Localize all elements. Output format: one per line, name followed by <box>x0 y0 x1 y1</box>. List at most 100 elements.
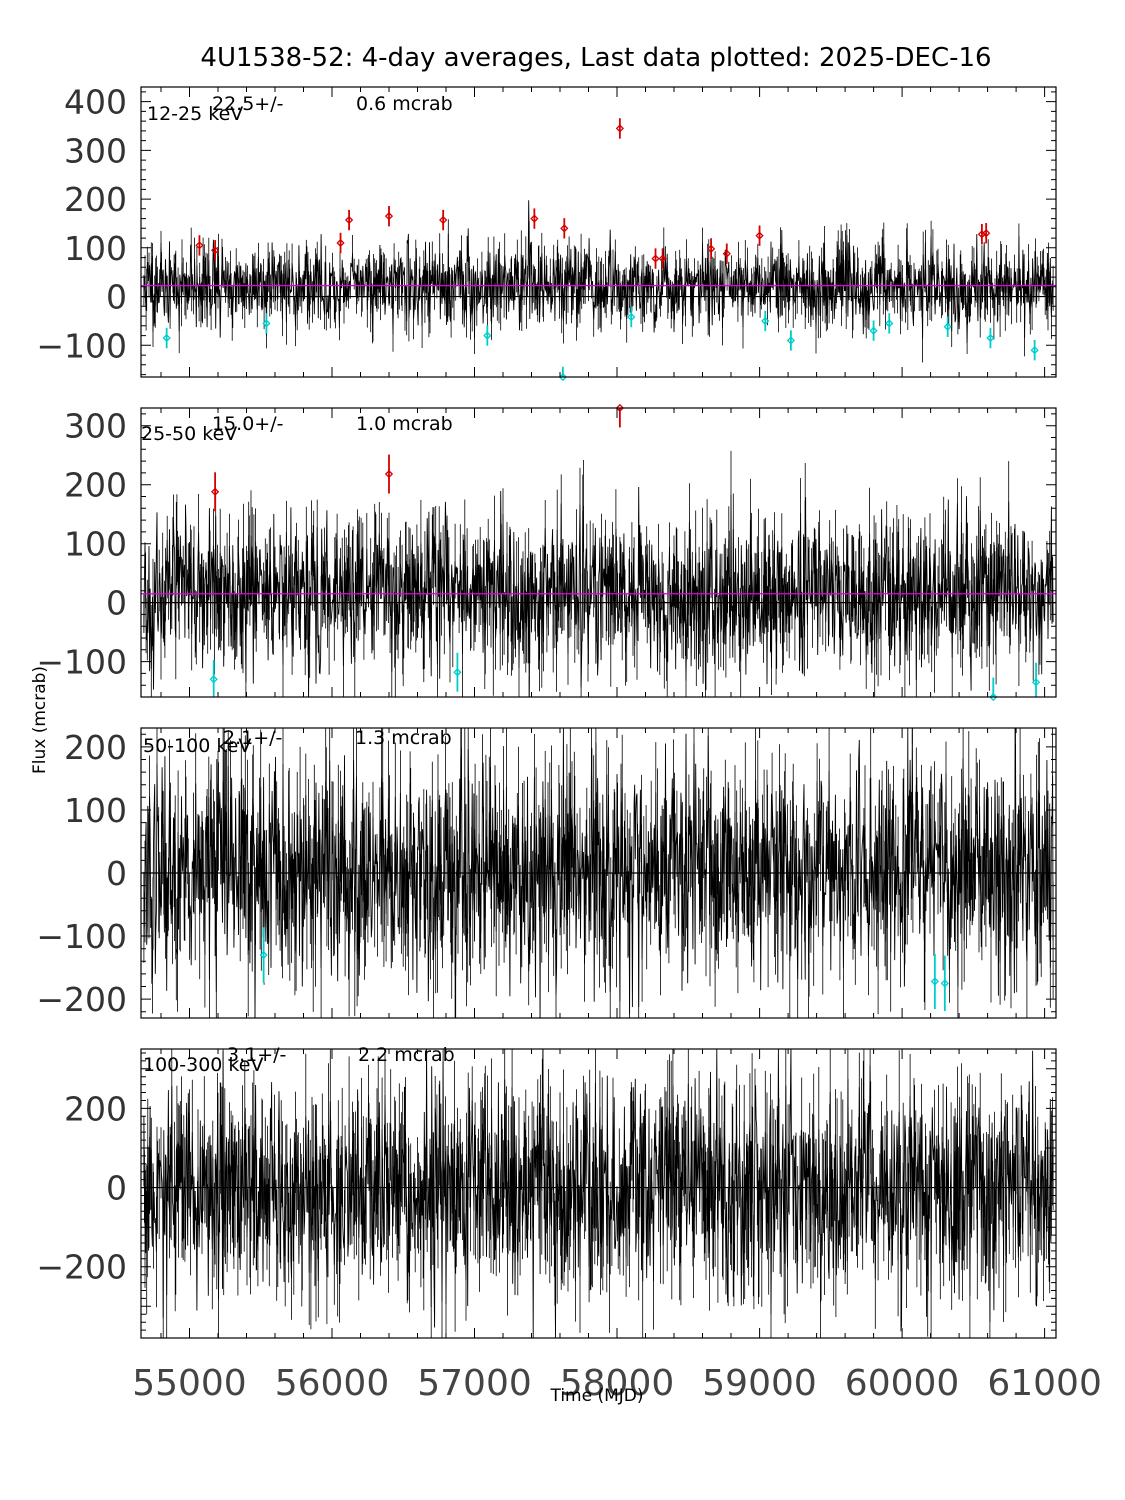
mean-label: 22.5+/- <box>212 93 283 115</box>
high-outlier-point <box>977 230 987 239</box>
band-label: 50-100 keV <box>143 735 251 757</box>
high-outlier-point <box>706 244 716 253</box>
low-outlier-point <box>259 950 268 960</box>
low-outlier-point <box>885 319 894 328</box>
y-tick-label: −200 <box>36 1248 127 1287</box>
error-label: 0.6 mcrab <box>356 93 453 115</box>
low-outlier-point <box>1031 678 1041 687</box>
error-bars <box>143 219 1054 363</box>
x-tick-label: 55000 <box>132 1363 247 1404</box>
band-label: 12-25 keV <box>147 103 243 125</box>
high-outlier-point <box>755 231 764 240</box>
y-tick-label: −100 <box>36 917 127 956</box>
y-tick-label: 200 <box>64 466 127 505</box>
x-tick-label: 57000 <box>417 1363 532 1404</box>
axis-ticks <box>141 408 1056 698</box>
y-tick-label: 400 <box>64 83 127 122</box>
y-tick-labels: 300 200 100 0 −100 <box>36 407 127 682</box>
axis-ticks <box>141 87 1056 377</box>
y-tick-label: −200 <box>36 980 127 1019</box>
x-tick-labels: 55000 56000 57000 58000 59000 60000 61000 <box>132 1363 1102 1404</box>
error-label: 2.2 mcrab <box>358 1044 455 1066</box>
chart-title: 4U1538-52: 4-day averages, Last data plo… <box>200 43 991 73</box>
panel-50-100-kev: 200 100 0 −100 −200 50-100 keV 2.1+/- 1.3 mc… <box>36 727 1057 1019</box>
band-label: 25-50 keV <box>141 423 237 445</box>
panel-border <box>140 86 1057 378</box>
y-tick-label: 100 <box>64 791 127 830</box>
low-outlier-point <box>162 333 171 343</box>
panel-100-300-kev: 200 0 −200 100-300 keV 3.1+/- 2.2 mcrab <box>36 1044 1057 1339</box>
low-outlier-point <box>558 372 567 382</box>
high-outlier-point <box>384 212 394 221</box>
light-curve <box>143 486 1054 698</box>
y-tick-label: 0 <box>106 584 127 623</box>
panel-frame <box>140 727 1057 1019</box>
mean-label: 15.0+/- <box>212 413 283 435</box>
error-bars <box>144 1049 1054 1338</box>
low-outlier-point <box>262 319 271 328</box>
high-outlier-point <box>210 487 220 496</box>
y-tick-label: 200 <box>64 728 127 767</box>
y-tick-labels: 400 300 200 100 0 −100 <box>36 83 127 366</box>
high-outlier-point <box>530 214 539 223</box>
low-outlier-point <box>930 977 939 986</box>
high-outlier-point <box>344 215 354 225</box>
low-outlier-point <box>761 316 770 326</box>
panel-marks <box>143 1048 1054 1339</box>
y-tick-label: 0 <box>106 854 127 893</box>
high-outlier-point <box>384 469 394 479</box>
low-outlier-point <box>627 312 636 322</box>
panel-25-50-kev: 300 200 100 0 −100 25-50 keV 15.0+/- 1.0 mcr… <box>36 403 1057 702</box>
high-outlier-point <box>439 215 448 225</box>
high-outlier-point <box>722 249 731 258</box>
axis-ticks <box>141 728 1056 1018</box>
y-tick-label: 0 <box>106 1169 127 1208</box>
high-outlier-point <box>210 246 220 255</box>
x-tick-label: 58000 <box>560 1363 675 1404</box>
error-bars <box>143 728 1054 1018</box>
y-tick-label: 0 <box>106 278 127 317</box>
y-tick-label: 100 <box>64 229 127 268</box>
error-label: 1.0 mcrab <box>356 413 453 435</box>
low-outlier-point <box>986 333 995 343</box>
low-outlier-point <box>943 322 952 331</box>
low-outlier-point <box>453 668 462 677</box>
mean-label: 2.1+/- <box>223 727 282 749</box>
x-axis-label: Time (MJD) <box>549 1386 643 1406</box>
panel-marks <box>143 403 1054 702</box>
low-outlier-point <box>786 336 796 345</box>
y-tick-labels: 200 100 0 −100 −200 <box>36 728 127 1019</box>
high-outlier-point <box>982 229 991 238</box>
panel-12-25-kev: 400 300 200 100 0 −100 12-25 keV 22.5+/- 0.6 … <box>36 83 1057 382</box>
x-tick-label: 60000 <box>845 1363 960 1404</box>
high-outlier-point <box>651 254 660 263</box>
panel-border <box>140 407 1057 698</box>
high-outlier-point <box>560 224 569 233</box>
low-outlier-point <box>940 979 949 988</box>
low-outlier-point <box>209 675 218 684</box>
y-axis-label: Flux (mcrab) <box>30 666 50 774</box>
high-outlier-point <box>336 238 345 248</box>
x-tick-label: 61000 <box>987 1363 1102 1404</box>
error-bars <box>145 450 1051 697</box>
y-tick-label: 100 <box>64 525 127 564</box>
mean-label: 3.1+/- <box>227 1044 286 1066</box>
y-tick-labels: 200 0 −200 <box>36 1089 127 1286</box>
panel-frame <box>140 1048 1057 1339</box>
panel-frame <box>140 407 1057 698</box>
panel-border <box>140 1048 1057 1339</box>
y-tick-label: −100 <box>36 326 127 365</box>
y-tick-label: 200 <box>64 1089 127 1128</box>
panel-marks <box>143 727 1054 1019</box>
panel-marks <box>143 118 1054 382</box>
high-outlier-point <box>615 124 624 133</box>
high-outlier-point <box>195 241 204 250</box>
panel-frame <box>140 86 1057 378</box>
y-tick-label: 200 <box>64 180 127 219</box>
y-tick-label: −100 <box>36 643 127 682</box>
y-tick-label: 300 <box>64 407 127 446</box>
light-curve <box>143 1048 1054 1339</box>
error-label: 1.3 mcrab <box>355 727 452 749</box>
high-outlier-point <box>615 403 624 413</box>
